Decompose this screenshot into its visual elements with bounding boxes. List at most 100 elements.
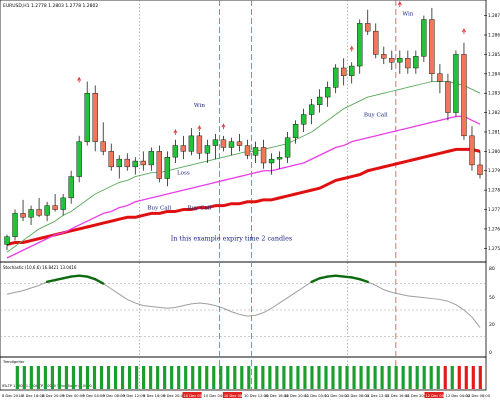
time-axis-label: 9 Dec 12:00 [123, 394, 146, 398]
time-axis-label: 11 Dec 16:00 [385, 394, 410, 398]
trend-bar-bullish [254, 366, 258, 389]
price-tick-label: 1.2840 [488, 71, 500, 76]
time-axis-label: 10 Dec 20:00 [284, 394, 309, 398]
bullish-candle [228, 141, 235, 148]
trend-bar-bullish [22, 366, 26, 389]
time-axis-label: 12 Dec 04:00 [446, 394, 471, 398]
price-tick-label: 1.2760 [488, 226, 500, 231]
time-axis-label: 11 Dec 12:00 [365, 394, 390, 398]
trend-bar-bullish [373, 366, 377, 389]
time-axis-label: 10 Dec 04:00 [204, 394, 229, 398]
trend-bar-bullish [275, 366, 279, 389]
bearish-candle [373, 30, 379, 55]
trend-bar-bearish [478, 366, 482, 389]
bearish-candle [469, 135, 475, 166]
trend-bar-bearish [443, 366, 447, 389]
time-label-highlight [182, 392, 202, 398]
bearish-candle [20, 213, 26, 218]
time-axis-label: 9 Dec 16:00 [143, 394, 166, 398]
stochastic-header: Stochastic (10,6,6) 16.8421 13.0416 [3, 265, 77, 270]
trend-bar-bullish [233, 366, 237, 389]
time-axis-label: 8 Dec 20:00 [42, 394, 65, 398]
stoch-overbought-segment [334, 274, 345, 278]
stoch-overbought-segment [350, 276, 361, 281]
stoch-level-80: 80 [489, 266, 495, 272]
bullish-candle [28, 209, 34, 218]
price-tick-label: 1.2870 [488, 13, 500, 18]
bearish-candle [437, 73, 443, 82]
trend-bar-bullish [99, 366, 104, 389]
stoch-overbought-segment [358, 278, 369, 284]
trend-bar-bullish [401, 366, 405, 389]
stoch-overbought-segment [53, 277, 65, 282]
time-axis-label: 10 Dec 08:00 [224, 394, 249, 398]
bearish-candle [244, 145, 251, 156]
trend-bar-bullish [268, 366, 272, 389]
price-tick-label: 1.2790 [488, 168, 500, 173]
bullish-candle [316, 96, 323, 106]
expiry-note: In this example expiry time 2 candles [171, 235, 292, 243]
trend-bar-bullish [127, 366, 132, 389]
time-axis-label: 8 Dec 16:00 [22, 394, 45, 398]
time-axis-label: 12 Dec 00:00 [426, 394, 451, 398]
slow-moving-average [6, 147, 481, 246]
trend-bar-bullish [113, 366, 118, 389]
bearish-candle [365, 23, 371, 32]
trend-bar-bullish [198, 366, 202, 389]
trend-bar-bullish [289, 366, 293, 389]
time-axis-label: 8 Dec 2014 [2, 394, 23, 398]
price-tick-label: 1.2830 [488, 91, 500, 96]
trend-bar-bullish [387, 366, 391, 389]
bearish-candle [196, 135, 203, 154]
signal-arrow-icon [349, 45, 354, 52]
stoch-level-0: 0 [489, 350, 492, 356]
trend-bar-bullish [205, 366, 209, 389]
bullish-candle [84, 92, 90, 142]
trend-bar-bullish [240, 366, 244, 389]
trend-bar-bullish [36, 366, 40, 389]
bullish-candle [284, 137, 291, 158]
bullish-candle [44, 205, 50, 216]
trend-bar-bullish [296, 366, 300, 389]
trend-bar-bullish [450, 366, 454, 389]
bearish-candle [389, 58, 395, 63]
bullish-candle [252, 147, 259, 156]
bullish-candle [268, 158, 275, 164]
trade-label: Buy Call [187, 206, 211, 212]
time-axis-label: 9 Dec 08:00 [103, 394, 126, 398]
trend-bar-bullish [120, 366, 125, 389]
price-tick-label: 1.2770 [488, 207, 500, 212]
bearish-candle [220, 139, 227, 148]
trend-bar-bullish [142, 366, 146, 389]
price-tick-label: 1.2820 [488, 110, 500, 115]
bearish-candle [156, 151, 163, 179]
trade-label: Buy Call [147, 206, 171, 212]
bearish-candle [429, 19, 435, 75]
bullish-candle [453, 54, 459, 113]
trend-bar-bullish [219, 366, 223, 389]
trend-bar-bullish [71, 366, 76, 389]
time-axis-label: 9 Dec 04:00 [83, 394, 106, 398]
trend-bar-bullish [429, 366, 433, 389]
trend-indicator-panel [0, 356, 487, 391]
trend-bar-bullish [184, 366, 188, 389]
bullish-candle [292, 124, 299, 138]
bearish-candle [140, 160, 146, 166]
stoch-overbought-segment [45, 278, 57, 284]
bearish-candle [461, 54, 467, 137]
bullish-candle [188, 135, 195, 152]
bullish-candle [397, 58, 403, 63]
bullish-candle [116, 158, 122, 168]
trend-bar-bearish [464, 366, 468, 389]
stoch-overbought-segment [69, 274, 81, 278]
trade-label: Win [194, 103, 205, 109]
stoch-overbought-segment [61, 275, 73, 280]
time-axis-label: 11 Dec 20:00 [405, 394, 430, 398]
trend-bar-bullish [191, 366, 195, 389]
price-tick-label: 1.2750 [488, 246, 500, 251]
stoch-overbought-segment [93, 278, 105, 285]
bullish-candle [60, 197, 66, 210]
time-axis-label: 9 Dec 00:00 [63, 394, 86, 398]
bearish-candle [260, 147, 267, 164]
stoch-level-20: 20 [489, 322, 495, 328]
